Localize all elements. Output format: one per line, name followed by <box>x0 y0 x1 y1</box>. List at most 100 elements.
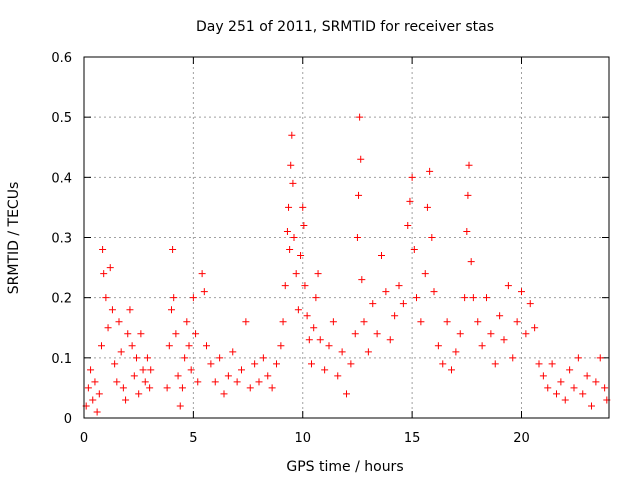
data-point <box>229 348 237 356</box>
y-tick-label: 0.4 <box>51 171 72 186</box>
data-point <box>478 342 486 350</box>
data-point <box>117 348 125 356</box>
data-point <box>434 342 442 350</box>
data-point <box>283 227 291 235</box>
data-point <box>413 294 420 302</box>
data-point <box>312 294 320 302</box>
data-point <box>426 167 434 175</box>
data-point <box>357 155 365 163</box>
data-point <box>404 221 412 229</box>
data-point <box>297 252 305 260</box>
data-point <box>535 360 543 368</box>
data-point <box>285 203 293 211</box>
data-point <box>487 330 495 338</box>
data-point <box>321 366 329 374</box>
data-point <box>474 318 482 326</box>
data-point <box>382 288 390 296</box>
x-tick-label: 10 <box>294 431 311 446</box>
data-point <box>423 203 431 211</box>
data-point <box>108 306 116 314</box>
data-point <box>287 161 295 169</box>
data-point <box>115 318 123 326</box>
y-tick-label: 0.6 <box>51 51 72 66</box>
data-point <box>417 318 425 326</box>
data-point <box>439 360 447 368</box>
data-point <box>203 342 210 350</box>
data-point <box>314 270 322 278</box>
x-tick-label: 5 <box>189 431 197 446</box>
data-point <box>246 384 254 392</box>
data-point <box>461 294 469 302</box>
data-point <box>251 360 259 368</box>
data-point <box>165 342 173 350</box>
data-point <box>386 336 394 344</box>
data-point <box>207 360 215 368</box>
data-point <box>211 378 219 386</box>
data-point <box>220 390 228 398</box>
data-point <box>566 366 574 374</box>
data-point <box>378 252 385 260</box>
data-point <box>316 336 324 344</box>
data-point <box>194 378 202 386</box>
data-point <box>601 384 609 392</box>
data-point <box>147 366 155 374</box>
data-point <box>100 270 108 278</box>
data-point <box>452 348 460 356</box>
data-point <box>128 342 136 350</box>
y-tick-label: 0.3 <box>51 232 72 247</box>
data-point <box>141 378 149 386</box>
data-point <box>464 191 472 199</box>
data-point <box>106 264 114 272</box>
y-tick-label: 0.2 <box>51 292 72 307</box>
data-point <box>406 197 414 205</box>
data-point <box>509 354 517 362</box>
data-point <box>395 282 403 290</box>
data-point <box>268 384 276 392</box>
data-point <box>93 408 101 416</box>
data-point <box>255 378 263 386</box>
data-point <box>286 246 294 254</box>
data-point <box>443 318 451 326</box>
data-point <box>273 360 280 368</box>
data-point <box>399 300 407 308</box>
data-point <box>300 221 308 229</box>
data-point <box>522 330 530 338</box>
plot-frame <box>83 56 610 419</box>
data-point <box>358 276 366 284</box>
data-point <box>574 354 582 362</box>
data-point <box>329 318 337 326</box>
data-point <box>113 378 121 386</box>
data-point <box>526 300 534 308</box>
grid <box>84 57 609 418</box>
data-point <box>183 318 191 326</box>
data-point <box>139 366 147 374</box>
data-point <box>369 300 377 308</box>
data-point <box>91 378 99 386</box>
data-point <box>292 270 300 278</box>
data-point <box>592 378 600 386</box>
data-point <box>119 384 127 392</box>
data-point <box>513 318 521 326</box>
data-point <box>491 360 499 368</box>
data-point <box>126 306 134 314</box>
data-point <box>467 258 475 266</box>
data-point <box>583 372 591 380</box>
data-point <box>259 354 267 362</box>
data-point <box>463 227 471 235</box>
data-point <box>277 342 285 350</box>
data-point <box>168 306 175 314</box>
data-point <box>557 378 565 386</box>
data-point <box>301 282 309 290</box>
data-point <box>192 330 200 338</box>
data-point <box>548 360 556 368</box>
data-point <box>89 396 97 404</box>
data-point <box>200 288 208 296</box>
data-point <box>308 360 315 368</box>
data-point <box>176 402 184 410</box>
data-point <box>579 390 587 398</box>
data-point <box>428 234 436 241</box>
data-point <box>518 288 525 296</box>
data-point <box>290 234 298 241</box>
x-tick-label: 20 <box>513 431 530 446</box>
